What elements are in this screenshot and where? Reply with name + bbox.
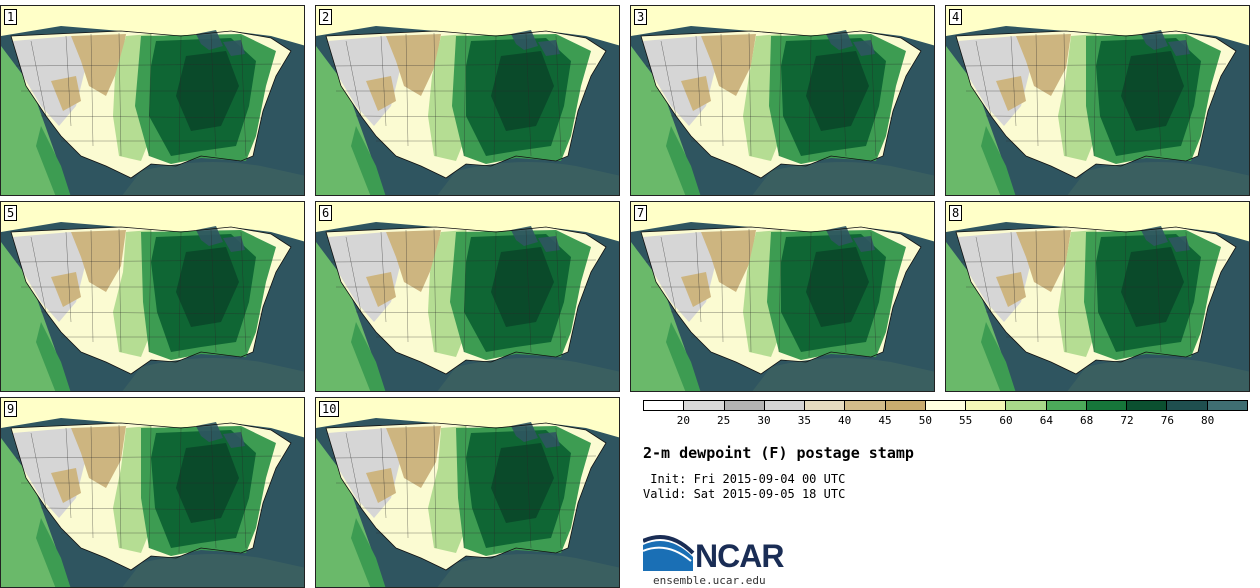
- valid-time: Valid: Sat 2015-09-05 18 UTC: [643, 487, 846, 501]
- colorbar-tick-label: 72: [1120, 414, 1134, 427]
- colorbar-segment: [1207, 401, 1247, 410]
- dewpoint-map: [1, 6, 304, 195]
- colorbar-segment: [1006, 401, 1047, 410]
- plot-title: 2-m dewpoint (F) postage stamp: [643, 444, 914, 462]
- colorbar-tick-label: 64: [1039, 414, 1053, 427]
- member-number-label: 9: [4, 401, 18, 417]
- ensemble-member-panel: 10: [315, 397, 620, 588]
- website-url: ensemble.ucar.edu: [653, 574, 766, 587]
- member-number-label: 4: [949, 9, 963, 25]
- dewpoint-map: [631, 202, 934, 391]
- dewpoint-map: [631, 6, 934, 195]
- init-time: Init: Fri 2015-09-04 00 UTC: [643, 472, 846, 486]
- member-number-label: 10: [319, 401, 340, 417]
- member-number-label: 5: [4, 205, 18, 221]
- ncar-logo-text: NCAR: [695, 538, 784, 574]
- colorbar-segment: [764, 401, 806, 410]
- colorbar-ticks: 20 25 30 35 40 45 50 55 60 64 68 72 76 8…: [643, 414, 1248, 428]
- colorbar-tick-label: 35: [797, 414, 811, 427]
- colorbar-segment: [1167, 401, 1208, 410]
- member-number-label: 2: [319, 9, 333, 25]
- ensemble-member-panel: 4: [945, 5, 1250, 196]
- colorbar-tick-label: 68: [1080, 414, 1094, 427]
- colorbar-segment: [724, 401, 765, 410]
- colorbar-tick-label: 45: [878, 414, 892, 427]
- colorbar-segment: [885, 401, 926, 410]
- colorbar-tick-label: 76: [1160, 414, 1174, 427]
- colorbar-tick-label: 50: [918, 414, 932, 427]
- member-number-label: 8: [949, 205, 963, 221]
- colorbar-tick-label: 55: [959, 414, 973, 427]
- colorbar-segment: [1086, 401, 1128, 410]
- dewpoint-map: [946, 202, 1249, 391]
- ncar-logo-icon: [643, 535, 695, 571]
- dewpoint-map: [316, 398, 619, 587]
- member-number-label: 7: [634, 205, 648, 221]
- colorbar-segment: [805, 401, 846, 410]
- dewpoint-map: [316, 202, 619, 391]
- dewpoint-map: [1, 202, 304, 391]
- colorbar-tick-label: 20: [676, 414, 690, 427]
- dewpoint-map: [1, 398, 304, 587]
- ensemble-member-panel: 6: [315, 201, 620, 392]
- dewpoint-map: [946, 6, 1249, 195]
- ensemble-member-panel: 5: [0, 201, 305, 392]
- member-number-label: 3: [634, 9, 648, 25]
- colorbar-tick-label: 80: [1201, 414, 1215, 427]
- ensemble-member-panel: 9: [0, 397, 305, 588]
- ensemble-member-panel: 2: [315, 5, 620, 196]
- colorbar-segment: [845, 401, 886, 410]
- colorbar-segment: [1127, 401, 1168, 410]
- colorbar-segment: [966, 401, 1007, 410]
- dewpoint-map: [316, 6, 619, 195]
- member-number-label: 1: [4, 9, 18, 25]
- member-number-label: 6: [319, 205, 333, 221]
- colorbar-segment: [1046, 401, 1087, 410]
- colorbar-tick-label: 60: [999, 414, 1013, 427]
- ensemble-member-panel: 1: [0, 5, 305, 196]
- colorbar-segment: [925, 401, 967, 410]
- colorbar-tick-label: 40: [838, 414, 852, 427]
- colorbar-tick-label: 30: [757, 414, 771, 427]
- ensemble-member-panel: 8: [945, 201, 1250, 392]
- colorbar-tick-label: 25: [717, 414, 731, 427]
- dewpoint-colorbar: [643, 400, 1248, 411]
- colorbar-segment: [684, 401, 725, 410]
- colorbar-segment: [644, 401, 685, 410]
- ensemble-member-panel: 7: [630, 201, 935, 392]
- ensemble-member-panel: 3: [630, 5, 935, 196]
